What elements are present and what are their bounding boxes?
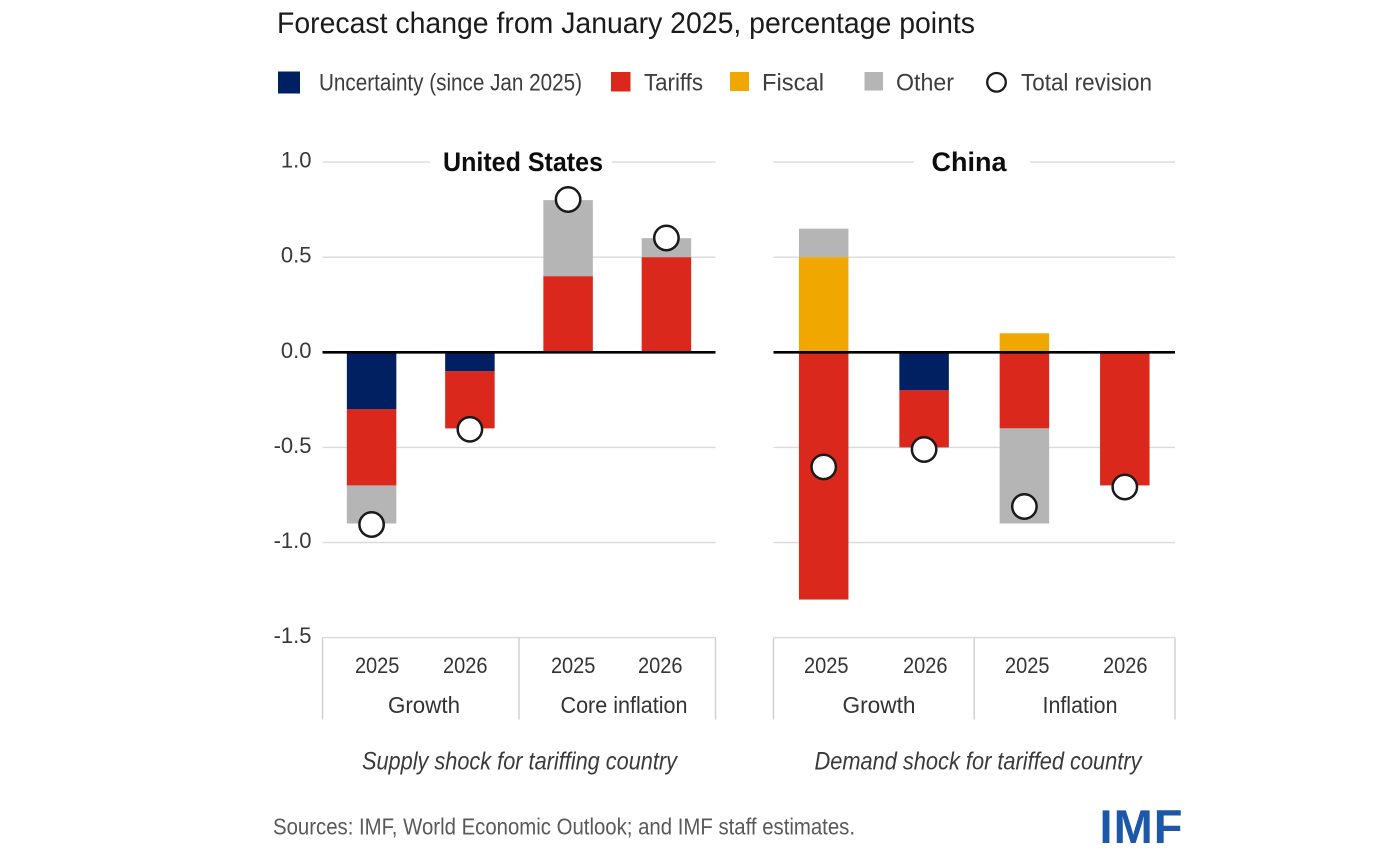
svg-text:-1.5: -1.5 <box>274 623 312 648</box>
svg-text:1.0: 1.0 <box>281 148 312 173</box>
svg-text:2025: 2025 <box>551 653 596 678</box>
svg-text:Core inflation: Core inflation <box>561 692 688 718</box>
svg-text:Growth: Growth <box>843 692 916 718</box>
svg-text:Inflation: Inflation <box>1043 692 1118 718</box>
svg-text:Sources: IMF, World Economic O: Sources: IMF, World Economic Outlook; an… <box>273 814 855 840</box>
svg-text:2025: 2025 <box>804 653 849 678</box>
svg-text:2026: 2026 <box>638 653 683 678</box>
svg-text:Fiscal: Fiscal <box>762 70 824 97</box>
svg-text:Demand shock for tariffed coun: Demand shock for tariffed country <box>815 748 1143 776</box>
svg-text:2025: 2025 <box>355 653 400 678</box>
svg-text:Forecast change from January 2: Forecast change from January 2025, perce… <box>277 7 975 40</box>
svg-text:Other: Other <box>896 70 954 97</box>
svg-text:United States: United States <box>443 147 603 177</box>
svg-text:Total revision: Total revision <box>1021 70 1152 97</box>
svg-text:2026: 2026 <box>1103 653 1148 678</box>
svg-text:-1.0: -1.0 <box>274 528 312 553</box>
svg-text:0.0: 0.0 <box>281 338 312 363</box>
svg-text:China: China <box>931 147 1007 177</box>
svg-text:0.5: 0.5 <box>281 243 312 268</box>
svg-text:Growth: Growth <box>388 692 460 718</box>
svg-text:Uncertainty (since Jan 2025): Uncertainty (since Jan 2025) <box>319 70 582 97</box>
svg-text:Tariffs: Tariffs <box>644 70 703 97</box>
svg-text:IMF: IMF <box>1100 800 1184 850</box>
svg-text:2026: 2026 <box>443 653 488 678</box>
svg-text:-0.5: -0.5 <box>274 433 312 458</box>
svg-text:2026: 2026 <box>903 653 948 678</box>
svg-text:2025: 2025 <box>1005 653 1050 678</box>
svg-text:Supply shock for tariffing cou: Supply shock for tariffing country <box>362 748 678 776</box>
